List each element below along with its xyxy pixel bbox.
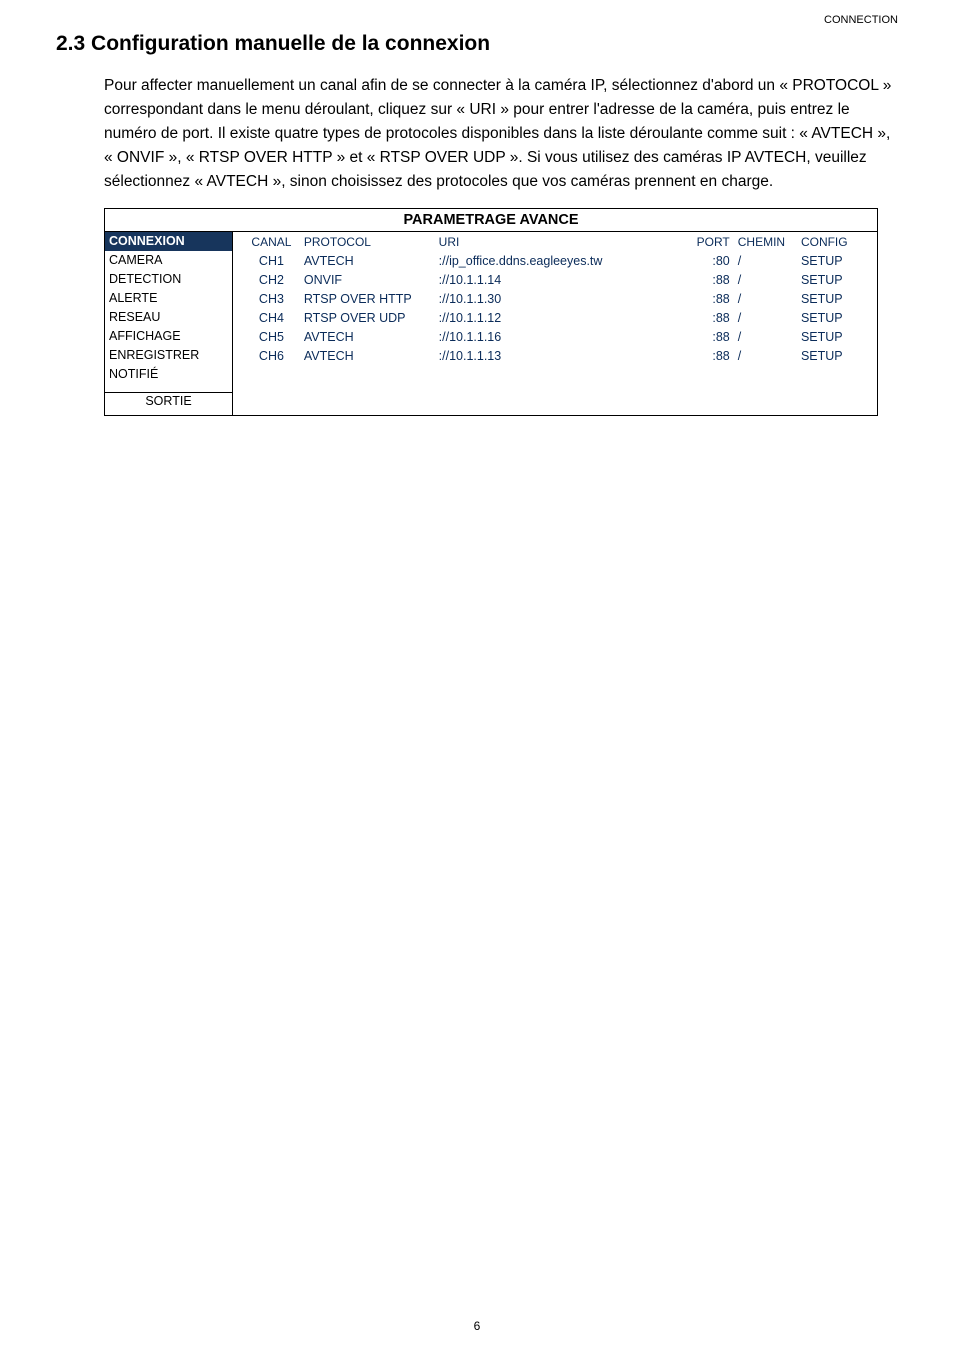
cell-uri[interactable]: ://ip_office.ddns.eagleeyes.tw [435, 251, 681, 270]
cell-protocol[interactable]: RTSP OVER HTTP [300, 289, 435, 308]
cell-uri[interactable]: ://10.1.1.14 [435, 270, 681, 289]
side-menu-footer[interactable]: SORTIE [105, 392, 232, 409]
cell-port: :88 [681, 289, 734, 308]
col-canal: CANAL [243, 232, 300, 251]
cell-port: :88 [681, 346, 734, 365]
cell-chemin: / [734, 308, 797, 327]
cell-protocol[interactable]: RTSP OVER UDP [300, 308, 435, 327]
cell-config[interactable]: SETUP [797, 327, 877, 346]
cell-config[interactable]: SETUP [797, 289, 877, 308]
paragraph-main: Pour affecter manuellement un canal afin… [104, 74, 898, 194]
section-heading: 2.3 Configuration manuelle de la connexi… [56, 32, 898, 56]
connection-grid: CANAL PROTOCOL URI PORT CHEMIN CONFIG CH… [243, 232, 877, 365]
table-row: CH1AVTECH://ip_office.ddns.eagleeyes.tw:… [243, 251, 877, 270]
table-row: CH3RTSP OVER HTTP://10.1.1.30:88/SETUP [243, 289, 877, 308]
col-port: PORT [681, 232, 734, 251]
cell-canal: CH2 [243, 270, 300, 289]
cell-port: :88 [681, 270, 734, 289]
cell-uri[interactable]: ://10.1.1.12 [435, 308, 681, 327]
page-header-label: CONNECTION [56, 14, 898, 26]
cell-config[interactable]: SETUP [797, 346, 877, 365]
side-menu-item[interactable]: RESEAU [105, 308, 232, 327]
side-menu-item[interactable]: DETECTION [105, 270, 232, 289]
table-row: CH5AVTECH://10.1.1.16:88/SETUP [243, 327, 877, 346]
parametrage-table: PARAMETRAGE AVANCE CONNEXION CAMERA DETE… [104, 208, 878, 416]
cell-canal: CH4 [243, 308, 300, 327]
cell-canal: CH3 [243, 289, 300, 308]
cell-canal: CH1 [243, 251, 300, 270]
cell-protocol[interactable]: AVTECH [300, 327, 435, 346]
table-row: CH6AVTECH://10.1.1.13:88/SETUP [243, 346, 877, 365]
side-menu-item[interactable]: ALERTE [105, 289, 232, 308]
grid-body: CH1AVTECH://ip_office.ddns.eagleeyes.tw:… [243, 251, 877, 365]
col-config: CONFIG [797, 232, 877, 251]
cell-chemin: / [734, 289, 797, 308]
cell-chemin: / [734, 346, 797, 365]
side-menu-gap [105, 384, 232, 392]
col-uri: URI [435, 232, 681, 251]
table-title: PARAMETRAGE AVANCE [104, 208, 878, 231]
cell-uri[interactable]: ://10.1.1.30 [435, 289, 681, 308]
col-protocol: PROTOCOL [300, 232, 435, 251]
side-menu-item[interactable]: NOTIFIÉ [105, 365, 232, 384]
grid-head: CANAL PROTOCOL URI PORT CHEMIN CONFIG [243, 232, 877, 251]
cell-chemin: / [734, 251, 797, 270]
side-menu-item[interactable]: ENREGISTRER [105, 346, 232, 365]
cell-uri[interactable]: ://10.1.1.13 [435, 346, 681, 365]
cell-port: :88 [681, 308, 734, 327]
table-row: CH2ONVIF://10.1.1.14:88/SETUP [243, 270, 877, 289]
col-chemin: CHEMIN [734, 232, 797, 251]
grid-column: CANAL PROTOCOL URI PORT CHEMIN CONFIG CH… [233, 232, 877, 415]
cell-chemin: / [734, 270, 797, 289]
cell-chemin: / [734, 327, 797, 346]
cell-protocol[interactable]: ONVIF [300, 270, 435, 289]
cell-canal: CH5 [243, 327, 300, 346]
table-main: CONNEXION CAMERA DETECTION ALERTE RESEAU… [104, 231, 878, 416]
side-menu-header[interactable]: CONNEXION [105, 232, 232, 251]
cell-port: :80 [681, 251, 734, 270]
cell-protocol[interactable]: AVTECH [300, 251, 435, 270]
cell-config[interactable]: SETUP [797, 270, 877, 289]
side-menu-item[interactable]: CAMERA [105, 251, 232, 270]
side-menu-item[interactable]: AFFICHAGE [105, 327, 232, 346]
document-page: CONNECTION 2.3 Configuration manuelle de… [0, 0, 954, 1351]
page-number: 6 [0, 1319, 954, 1333]
cell-config[interactable]: SETUP [797, 251, 877, 270]
cell-canal: CH6 [243, 346, 300, 365]
table-row: CH4RTSP OVER UDP://10.1.1.12:88/SETUP [243, 308, 877, 327]
body-text-block: Pour affecter manuellement un canal afin… [104, 74, 898, 194]
cell-protocol[interactable]: AVTECH [300, 346, 435, 365]
cell-uri[interactable]: ://10.1.1.16 [435, 327, 681, 346]
side-menu: CONNEXION CAMERA DETECTION ALERTE RESEAU… [105, 232, 233, 415]
cell-port: :88 [681, 327, 734, 346]
cell-config[interactable]: SETUP [797, 308, 877, 327]
